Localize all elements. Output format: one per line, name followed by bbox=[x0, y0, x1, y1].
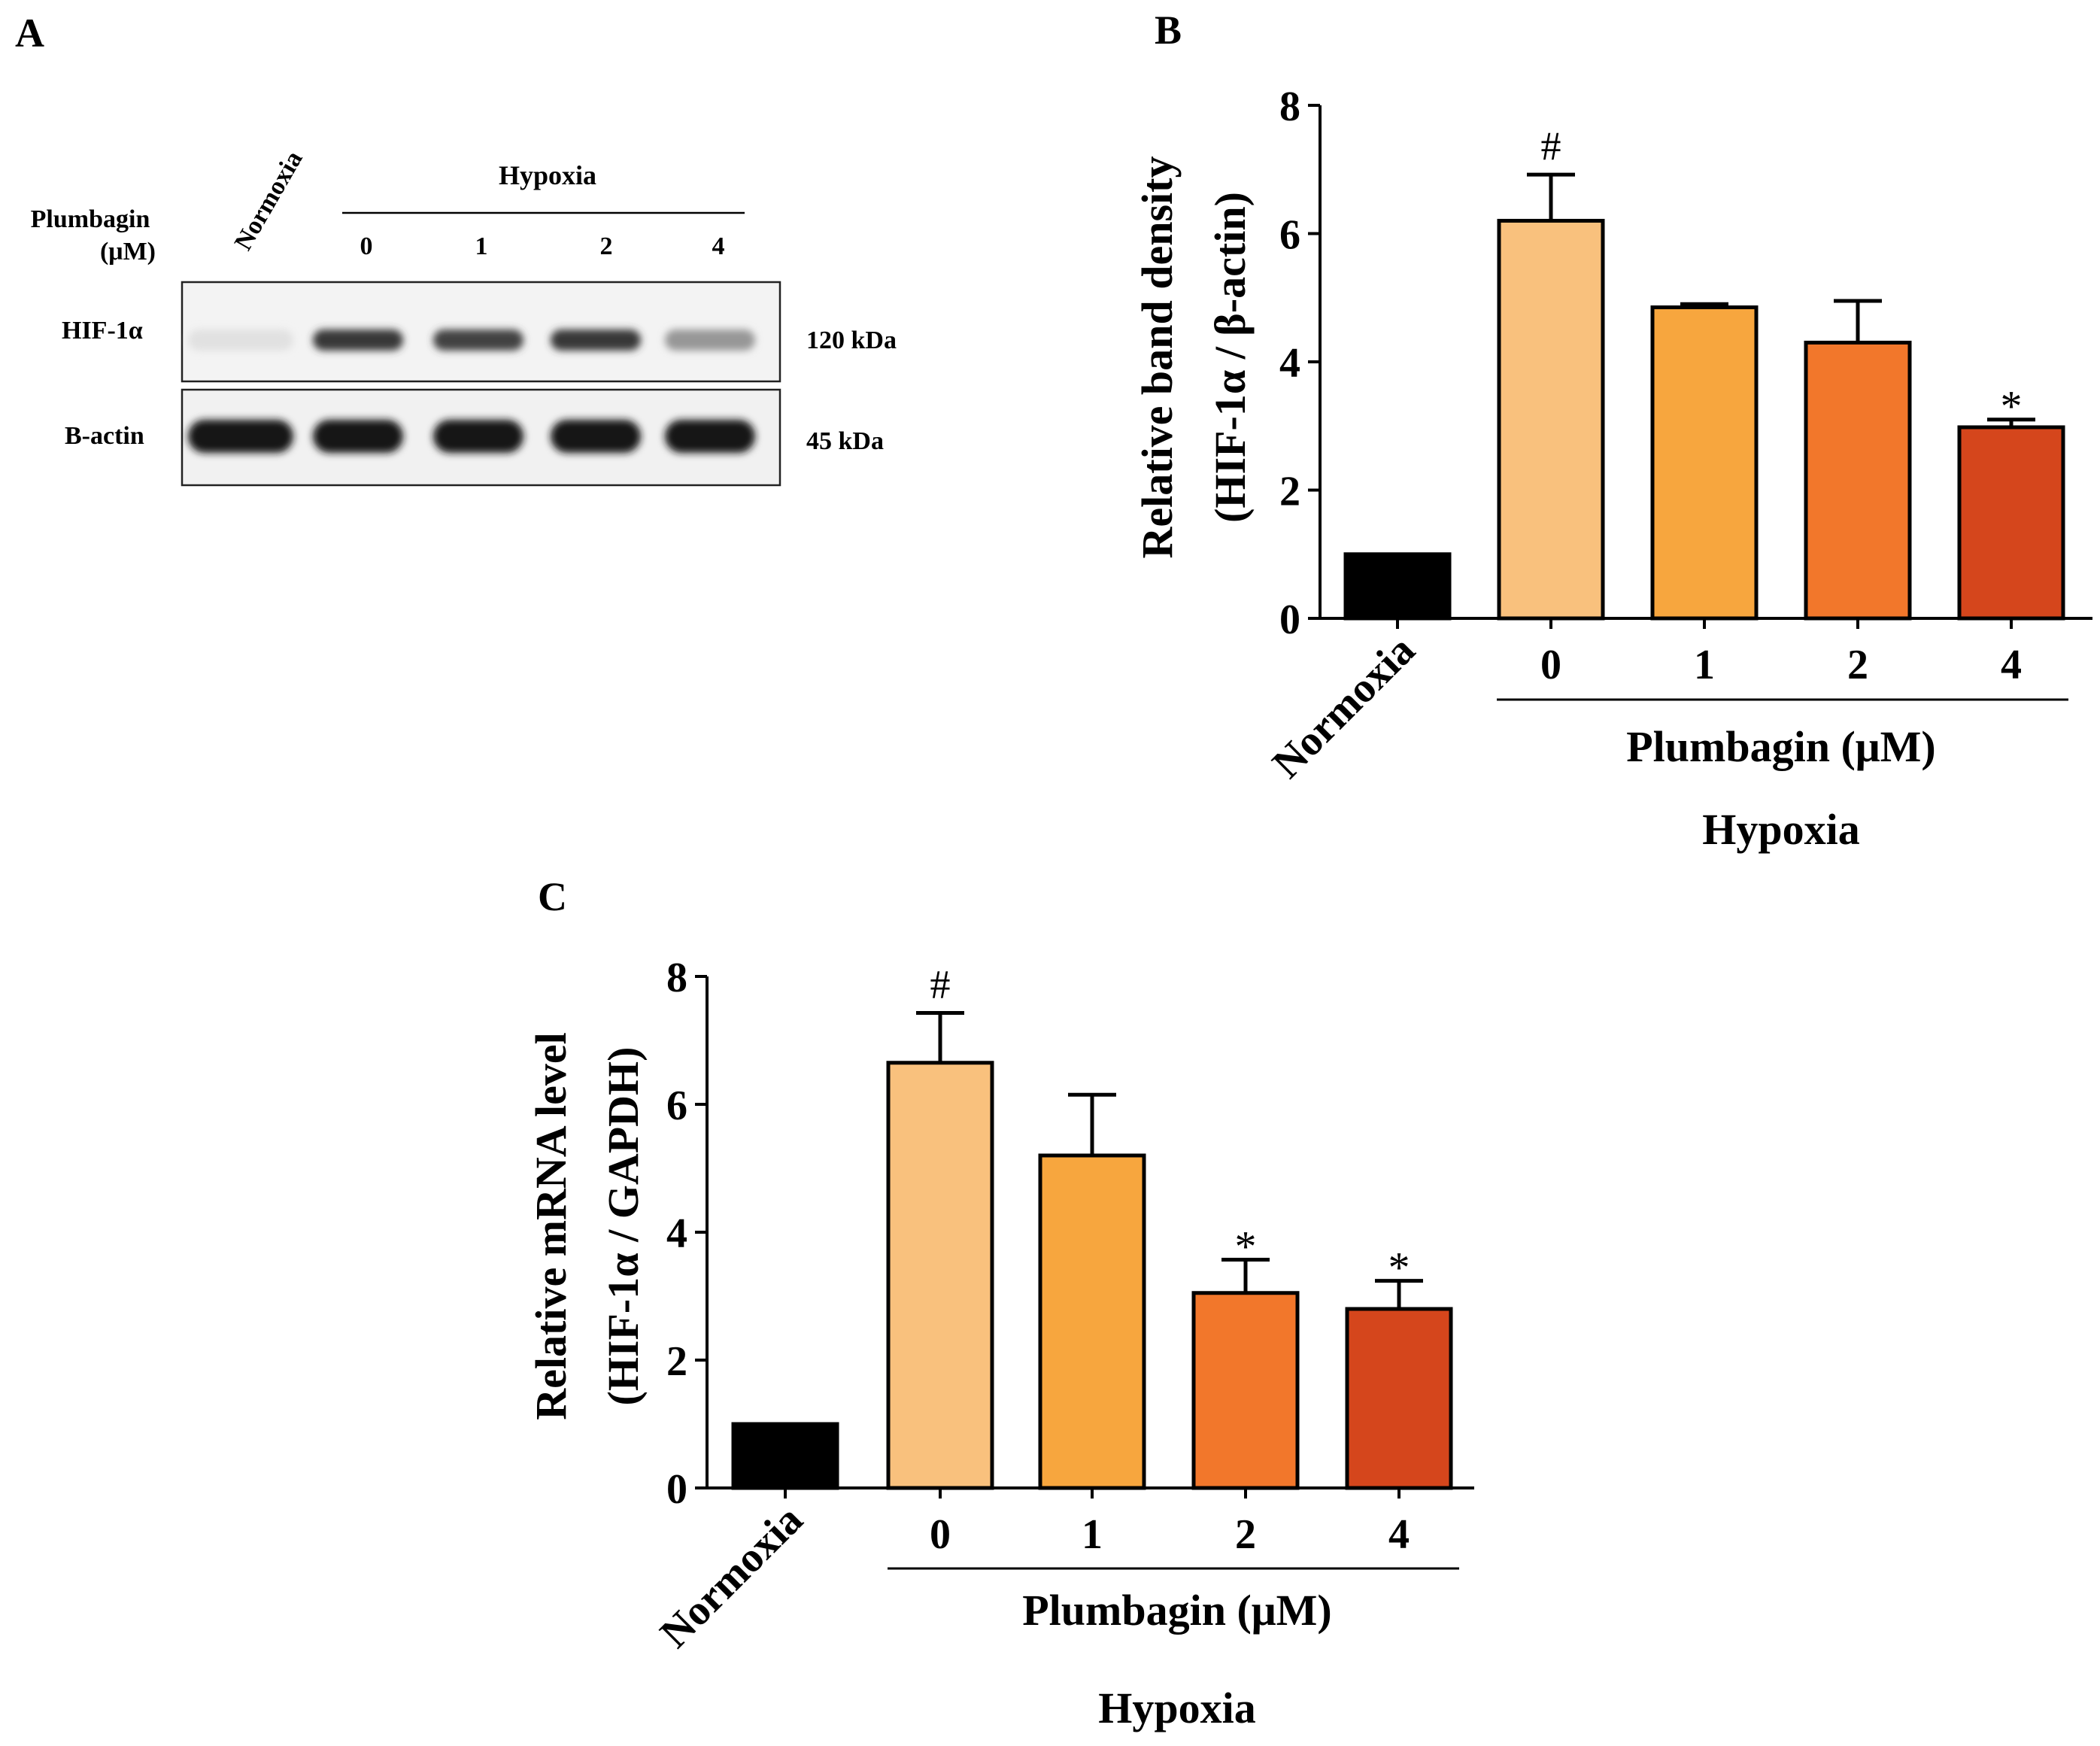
hif-band-lane-1 bbox=[313, 329, 403, 351]
panel-c: C Relative mRNA level (HIF-1α / GAPDH) 0… bbox=[527, 874, 1474, 1732]
panel-b-category-label-0: Normoxia bbox=[1264, 627, 1424, 787]
panel-c-ytick-label-1: 2 bbox=[666, 1338, 687, 1385]
actin-row-label: B-actin bbox=[65, 422, 144, 450]
panel-c-ytick-label-2: 4 bbox=[666, 1210, 687, 1257]
panel-c-group-label: Plumbagin (μM) bbox=[1022, 1586, 1332, 1635]
panel-c-category-label-0: Normoxia bbox=[651, 1496, 812, 1656]
hif-mw-label: 120 kDa bbox=[806, 326, 897, 354]
panel-b-bar-3 bbox=[1804, 340, 1912, 621]
panel-b-bar-2 bbox=[1650, 305, 1759, 621]
dose-label-4: 4 bbox=[712, 232, 725, 260]
panel-c-category-label-4: 4 bbox=[1388, 1511, 1410, 1558]
actin-band-lane-1 bbox=[313, 420, 403, 453]
treatment-label-line2: (μM) bbox=[100, 238, 156, 266]
dose-label-0: 0 bbox=[360, 232, 373, 260]
actin-band-lane-2 bbox=[433, 420, 523, 453]
panel-c-bar-4 bbox=[1345, 1307, 1453, 1490]
hypoxia-lane-label: Hypoxia bbox=[499, 160, 596, 190]
panel-b-bar-4 bbox=[1957, 425, 2065, 621]
panel-c-category-label-1: 0 bbox=[930, 1511, 951, 1558]
hif-row-label: HIF-1α bbox=[62, 317, 143, 345]
panel-b-annotation-4: * bbox=[2001, 382, 2023, 431]
actin-mw-label: 45 kDa bbox=[806, 427, 884, 455]
panel-c-ytick-label-4: 8 bbox=[666, 955, 687, 1001]
panel-c-plot: 0 2 4 6 8 Normoxia #0 1 * 2 * 4 bbox=[651, 955, 1474, 1657]
hif-band-lane-0 bbox=[188, 329, 293, 351]
panel-b-plot: 0 2 4 6 8 Normoxia #0 1 2 * 4 bbox=[1264, 84, 2092, 788]
actin-band-lane-3 bbox=[551, 420, 641, 453]
actin-band-lane-0 bbox=[188, 420, 293, 453]
actin-bands bbox=[188, 420, 755, 453]
panel-c-ylabel-line1: Relative mRNA level bbox=[527, 1032, 575, 1420]
panel-c-bar-2 bbox=[1038, 1153, 1146, 1490]
panel-c-category-label-2: 1 bbox=[1082, 1511, 1103, 1558]
panel-c-ytick-label-0: 0 bbox=[666, 1466, 687, 1513]
panel-b-ytick-label-3: 6 bbox=[1279, 212, 1300, 259]
hif-band-lane-2 bbox=[433, 329, 523, 351]
panel-c-ylabel-line2: (HIF-1α / GAPDH) bbox=[599, 1047, 648, 1406]
hif-bands bbox=[188, 329, 755, 351]
hif-band-lane-3 bbox=[551, 329, 641, 351]
panel-b-ytick-label-1: 2 bbox=[1279, 469, 1300, 515]
hif-band-lane-4 bbox=[665, 329, 755, 351]
panel-b-annotation-1: # bbox=[1541, 123, 1561, 169]
panel-c-category-label-3: 2 bbox=[1235, 1511, 1256, 1558]
panel-b-ytick-label-2: 4 bbox=[1279, 340, 1300, 387]
panel-b-bar-0 bbox=[1343, 552, 1452, 621]
dose-label-1: 1 bbox=[475, 232, 488, 260]
panel-b-group-label: Plumbagin (μM) bbox=[1626, 722, 1936, 771]
panel-c-bar-0 bbox=[731, 1422, 839, 1490]
panel-b-condition-label: Hypoxia bbox=[1702, 805, 1860, 854]
panel-b-label: B bbox=[1155, 8, 1182, 53]
panel-a: A Plumbagin (μM) Normoxia Hypoxia 0 1 2 … bbox=[15, 11, 897, 487]
panel-b-category-label-1: 0 bbox=[1540, 642, 1561, 688]
actin-band-lane-4 bbox=[665, 420, 755, 453]
panel-b-ylabel-line2: (HIF-1α / β-actin) bbox=[1206, 192, 1255, 523]
panel-c-annotation-1: # bbox=[930, 961, 951, 1007]
panel-b-ytick-label-0: 0 bbox=[1279, 597, 1300, 643]
panel-a-label: A bbox=[15, 11, 44, 56]
normoxia-lane-label: Normoxia bbox=[229, 147, 308, 255]
panel-c-condition-label: Hypoxia bbox=[1098, 1684, 1256, 1732]
panel-b-category-label-3: 2 bbox=[1847, 642, 1868, 688]
panel-b-ylabel-line1: Relative band density bbox=[1133, 156, 1182, 559]
panel-c-label: C bbox=[538, 874, 567, 919]
panel-b: B Relative band density (HIF-1α / β-acti… bbox=[1133, 8, 2092, 854]
panel-c-ytick-label-3: 6 bbox=[666, 1083, 687, 1129]
panel-c-annotation-4: * bbox=[1388, 1243, 1410, 1292]
panel-b-category-label-2: 1 bbox=[1694, 642, 1715, 688]
panel-c-bar-3 bbox=[1191, 1291, 1300, 1490]
panel-c-annotation-3: * bbox=[1235, 1222, 1257, 1271]
treatment-label-line1: Plumbagin bbox=[31, 205, 150, 233]
panel-c-bar-1 bbox=[886, 1061, 994, 1490]
panel-b-bar-1 bbox=[1497, 218, 1605, 621]
panel-b-category-label-4: 4 bbox=[2001, 642, 2022, 688]
panel-b-ytick-label-4: 8 bbox=[1279, 84, 1300, 130]
dose-label-2: 2 bbox=[600, 232, 613, 260]
